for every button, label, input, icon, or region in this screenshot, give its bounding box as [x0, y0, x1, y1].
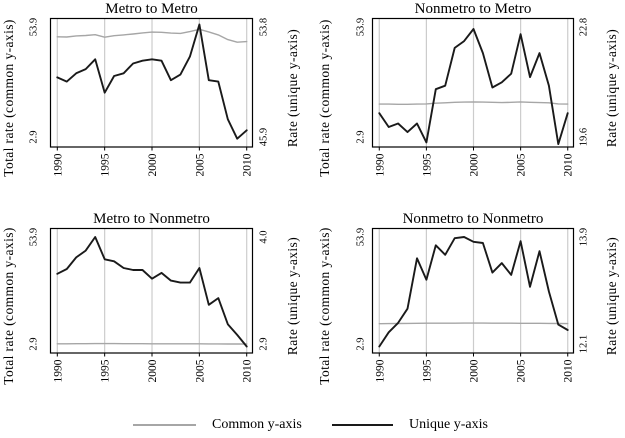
x-tick-label: 1995: [421, 153, 433, 176]
x-tick-label: 2005: [516, 153, 528, 176]
panel-title: Nonmetro to Metro: [414, 1, 532, 17]
common-line: [378, 101, 569, 106]
unique-line: [56, 236, 248, 348]
legend-common-label: Common y-axis: [212, 417, 302, 432]
x-tick-label: 2010: [563, 153, 575, 176]
x-tick-label: 2000: [469, 153, 481, 176]
x-tick-label: 1995: [100, 153, 112, 176]
panel-nonmetro-to-nonmetro: Nonmetro to Nonmetro Total rate (common …: [312, 210, 625, 395]
legend-unique-label: Unique y-axis: [409, 417, 488, 432]
x-tick-label: 1990: [374, 153, 386, 176]
x-tick-label: 1995: [100, 359, 112, 382]
plot-frame: [371, 17, 575, 148]
unique-line: [56, 23, 248, 140]
x-tick-label: 1990: [52, 153, 64, 176]
x-tick-label: 2005: [194, 359, 206, 382]
plot-area: 1990 1995 2000 2005 2010: [49, 17, 254, 177]
x-tick-label: 2010: [242, 153, 254, 176]
plot-area: 1990 1995 2000 2005 2010: [371, 17, 575, 177]
panel-title: Metro to Metro: [105, 1, 198, 17]
plot-frame: [49, 17, 254, 148]
plot-area: 1990 1995 2000 2005 2010: [371, 227, 575, 383]
x-tick-label: 1990: [52, 359, 64, 382]
unique-line: [378, 236, 569, 348]
legend-unique-line-swatch: [332, 424, 393, 426]
x-tick-label: 2005: [516, 359, 528, 382]
plot-frame: [49, 227, 254, 354]
panel-title: Metro to Nonmetro: [93, 211, 210, 227]
x-tick-label: 2005: [194, 153, 206, 176]
x-tick-label: 2000: [469, 359, 481, 382]
unique-line: [378, 28, 569, 146]
plot-area: 1990 1995 2000 2005 2010: [49, 227, 254, 383]
common-line: [378, 322, 569, 325]
panel-metro-to-nonmetro: Metro to Nonmetro Total rate (common y-a…: [0, 210, 312, 395]
x-tick-label: 2010: [563, 359, 575, 382]
panel-nonmetro-to-metro: Nonmetro to Metro Total rate (common y-a…: [312, 0, 625, 200]
legend-common-line-swatch: [133, 424, 196, 426]
plot-frame: [371, 227, 575, 354]
x-tick-label: 2010: [242, 359, 254, 382]
common-line: [56, 28, 248, 43]
x-tick-label: 2000: [147, 359, 159, 382]
x-tick-label: 1990: [374, 359, 386, 382]
panel-title: Nonmetro to Nonmetro: [402, 211, 544, 227]
legend: Common y-axis Unique y-axis: [0, 410, 625, 438]
panel-metro-to-metro: Metro to Metro Total rate (common y-axis…: [0, 0, 312, 200]
x-tick-label: 1995: [421, 359, 433, 382]
x-tick-label: 2000: [147, 153, 159, 176]
